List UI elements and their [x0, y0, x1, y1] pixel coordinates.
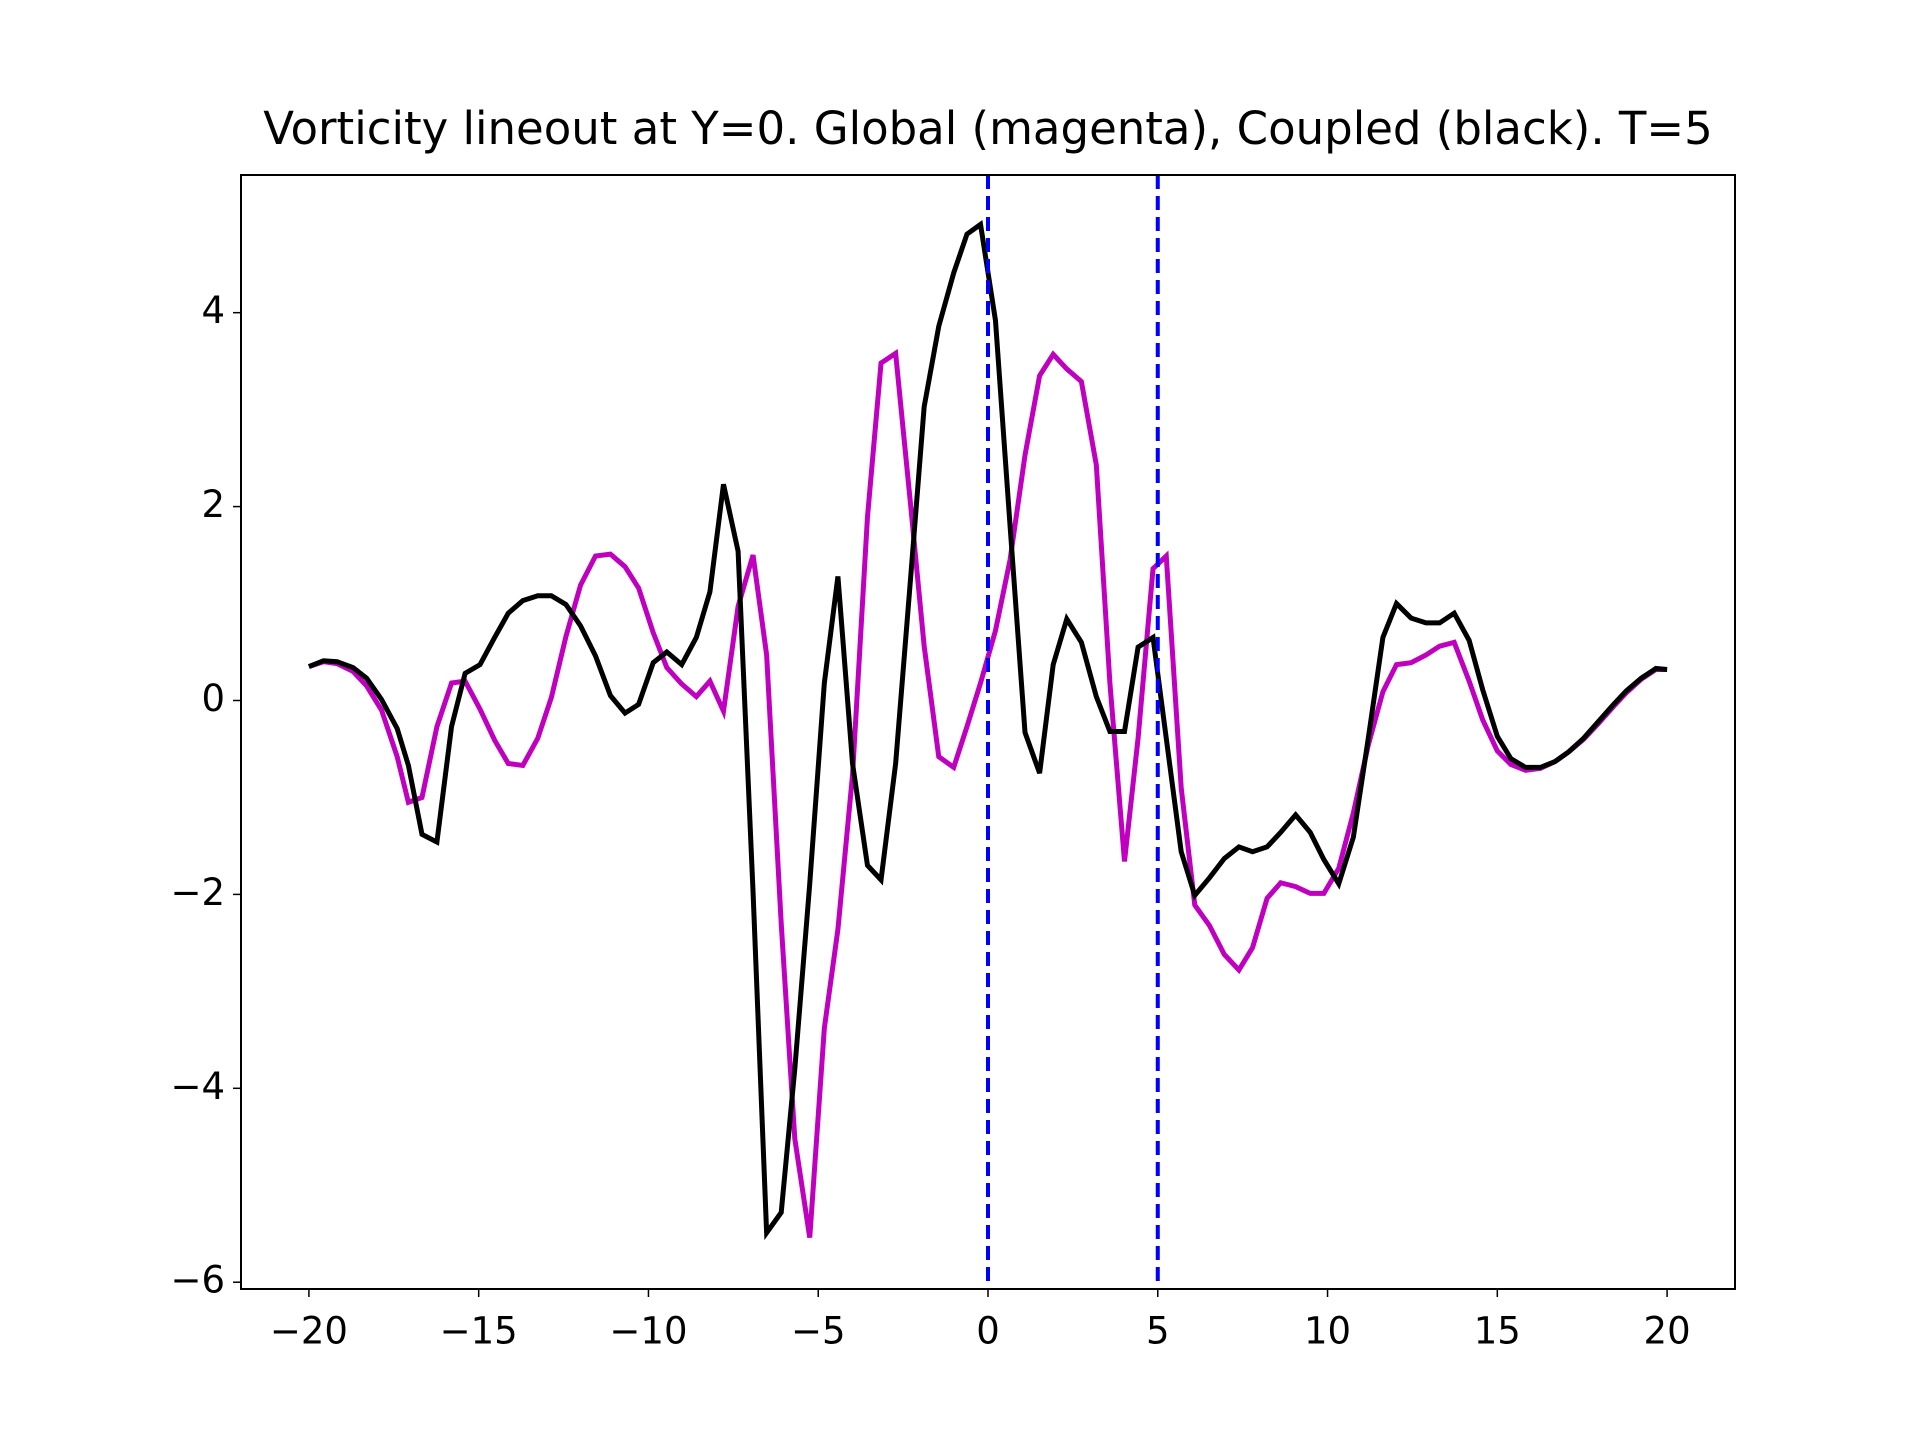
x-tick-label: −10 [609, 1310, 687, 1353]
y-tick-label: −4 [170, 1065, 225, 1108]
x-tick-label: −5 [791, 1310, 846, 1353]
x-tick-label: −15 [440, 1310, 518, 1353]
y-tick-label: −6 [170, 1259, 225, 1302]
y-tick-label: −2 [170, 871, 225, 914]
y-tick-label: 2 [201, 483, 225, 526]
x-tick-label: 0 [976, 1310, 1000, 1353]
x-tick-label: 20 [1644, 1310, 1691, 1353]
x-tick-label: 10 [1304, 1310, 1351, 1353]
x-tick-label: −20 [270, 1310, 348, 1353]
x-tick-label: 15 [1474, 1310, 1521, 1353]
x-tick-label: 5 [1146, 1310, 1170, 1353]
line-series [308, 349, 1668, 1238]
y-tick-label: 0 [201, 677, 225, 720]
y-tick-label: 4 [201, 289, 225, 332]
chart-title: Vorticity lineout at Y=0. Global (magent… [263, 102, 1713, 155]
plot-frame [240, 174, 1736, 1290]
